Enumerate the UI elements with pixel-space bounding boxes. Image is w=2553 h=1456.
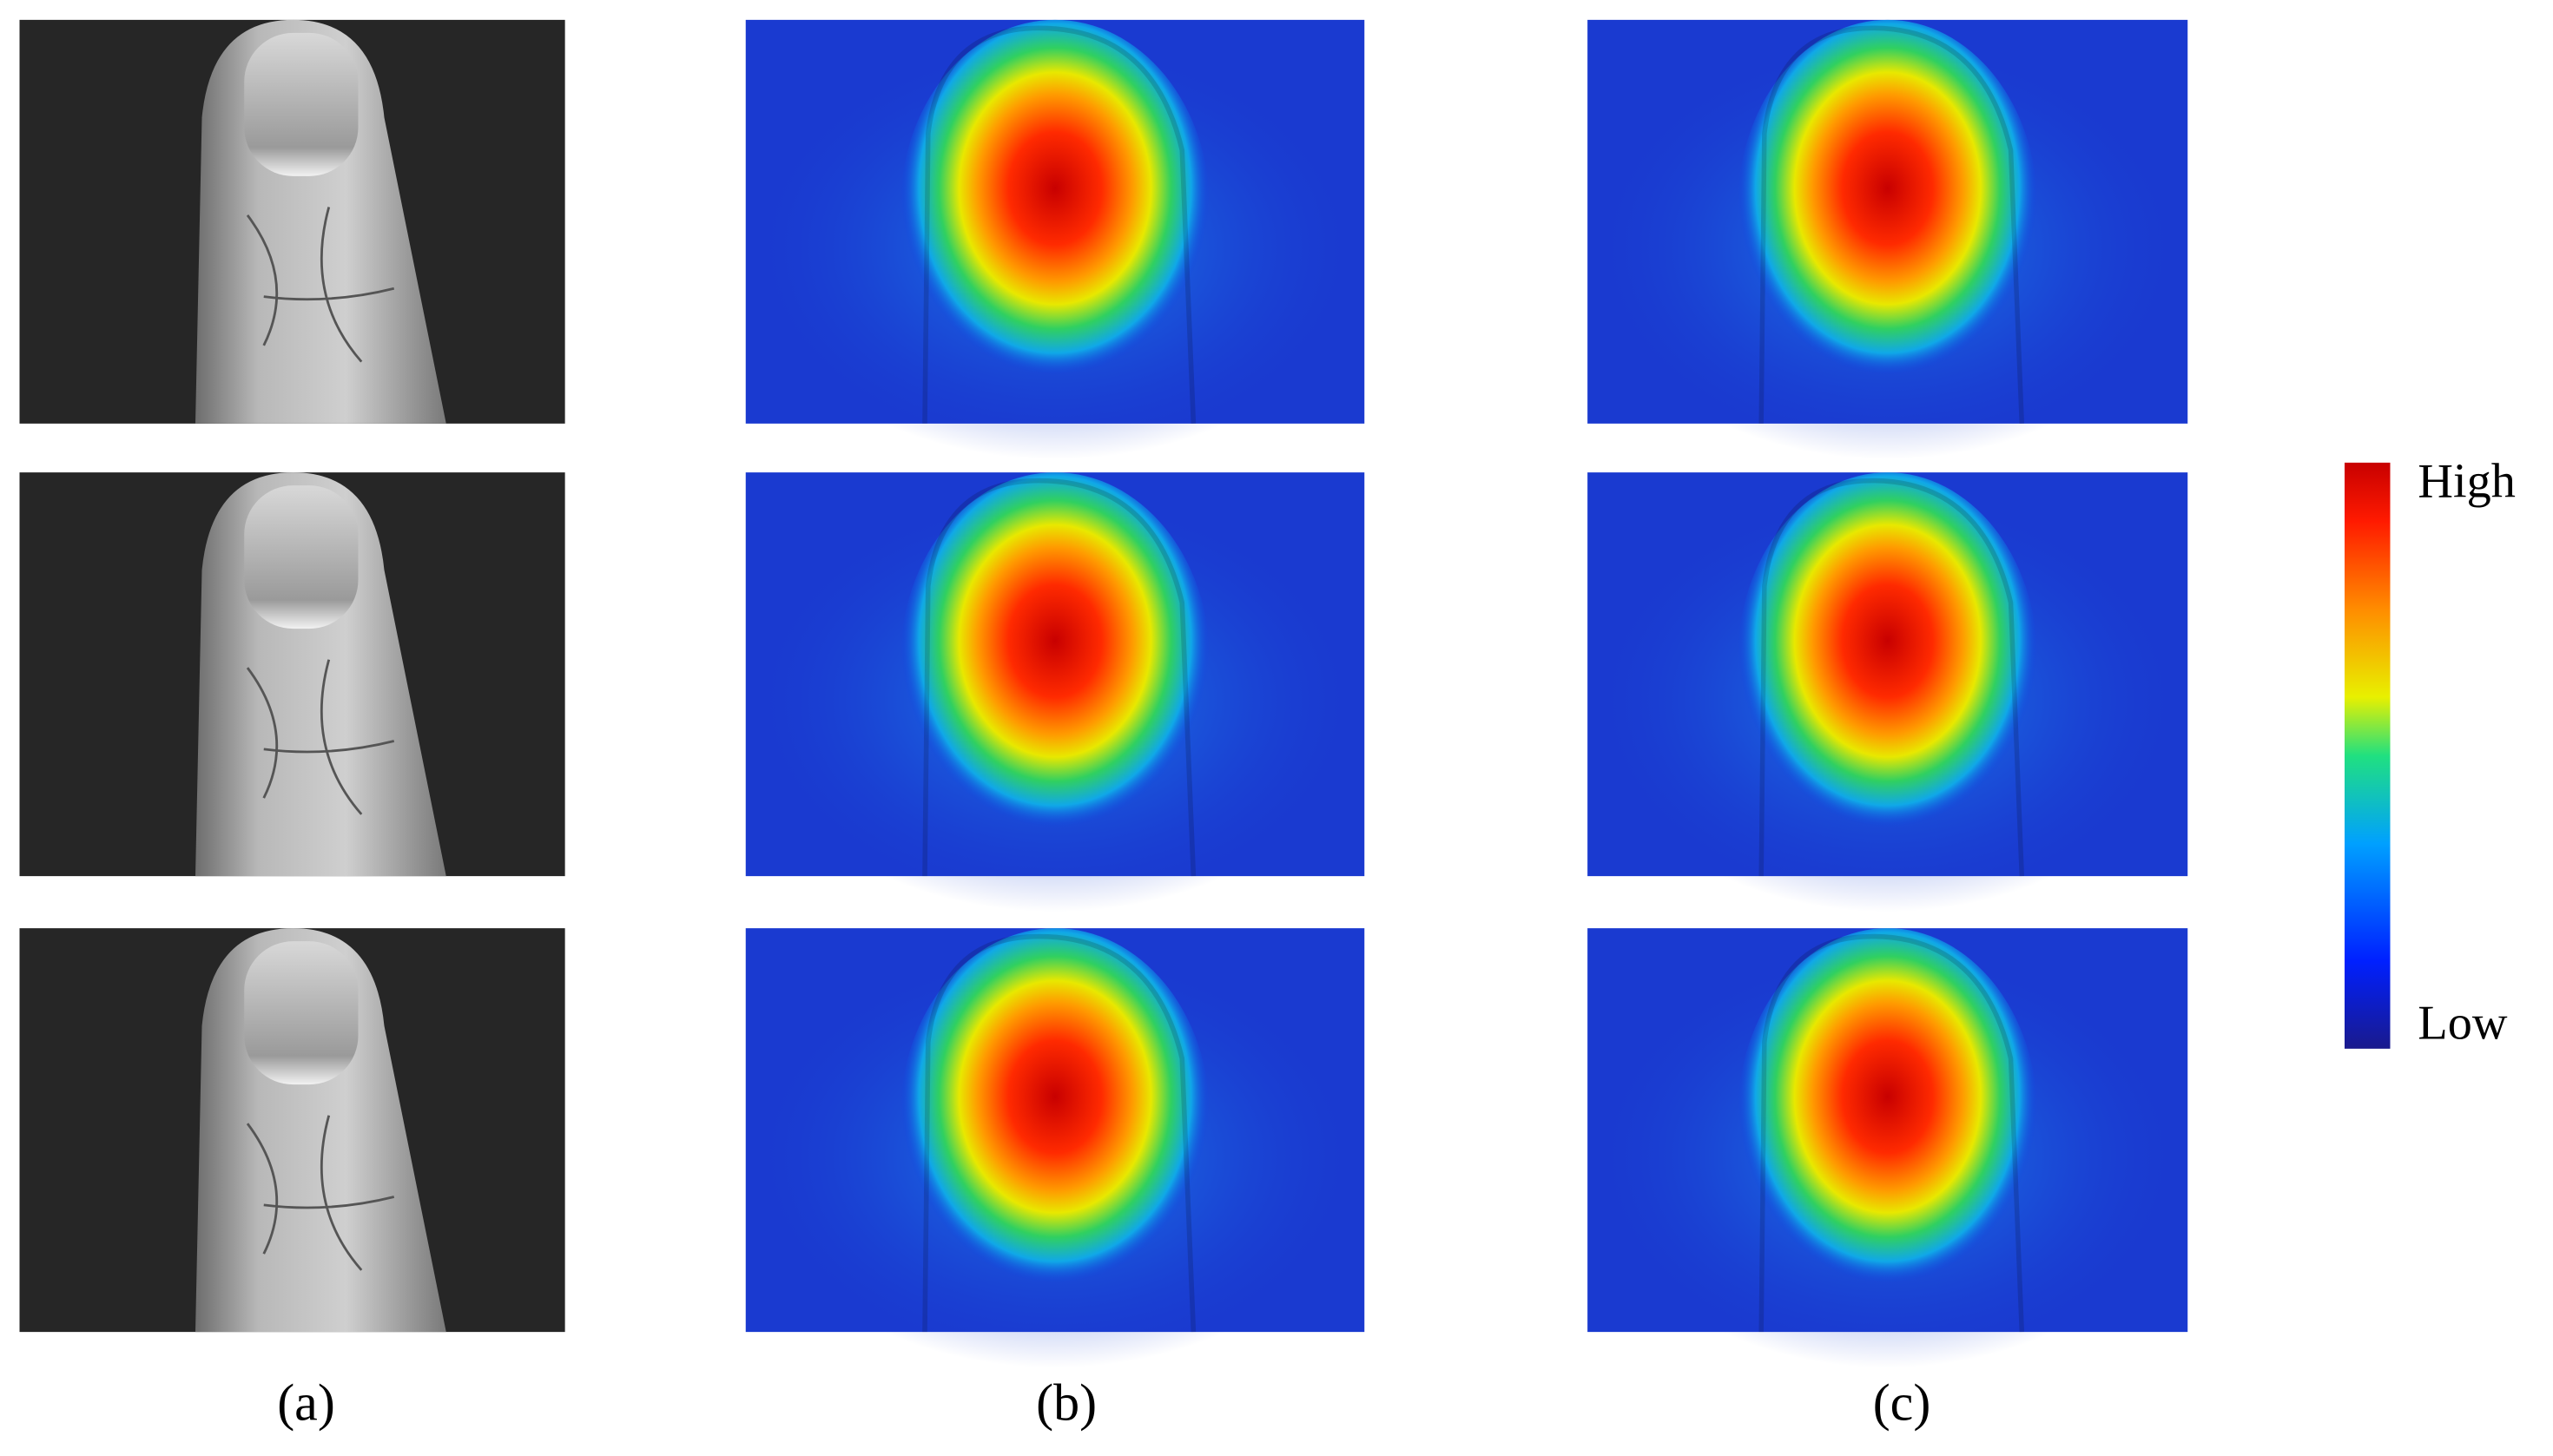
panel-label: (c) bbox=[1873, 1374, 1931, 1431]
thumb-image bbox=[18, 18, 567, 425]
colorbar-high: High bbox=[2418, 454, 2516, 508]
colorbar bbox=[2345, 462, 2391, 1049]
column-a bbox=[18, 18, 567, 1334]
heatmap-image bbox=[1587, 20, 2187, 459]
thumb-image bbox=[18, 471, 567, 878]
column-b bbox=[746, 20, 1365, 1368]
colorbar-low: Low bbox=[2418, 997, 2507, 1051]
heatmap-image bbox=[746, 928, 1365, 1367]
panel-label: (a) bbox=[277, 1374, 335, 1431]
heatmap-image bbox=[746, 20, 1365, 459]
thumb-image bbox=[18, 926, 567, 1334]
heatmap-image bbox=[1587, 472, 2187, 912]
panel-label: (b) bbox=[1036, 1374, 1097, 1431]
column-c bbox=[1587, 20, 2187, 1368]
heatmap-image bbox=[1587, 928, 2187, 1367]
heatmap-image bbox=[746, 472, 1365, 912]
